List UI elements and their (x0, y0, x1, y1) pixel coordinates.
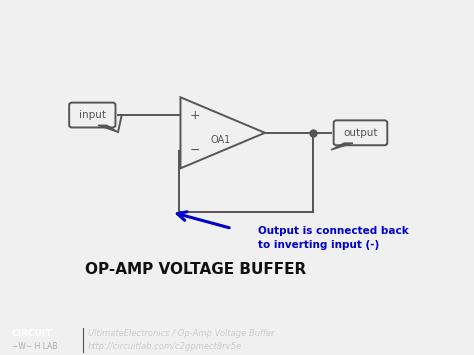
Text: output: output (343, 128, 378, 138)
Polygon shape (331, 143, 353, 150)
Text: Output is connected back
to inverting input (-): Output is connected back to inverting in… (258, 226, 409, 250)
Text: ∼W∼ H LAB: ∼W∼ H LAB (12, 342, 57, 351)
Text: input: input (79, 110, 106, 120)
FancyBboxPatch shape (334, 120, 387, 145)
FancyBboxPatch shape (69, 103, 116, 127)
Text: +: + (190, 109, 201, 121)
Text: UltimateElectronics / Op-Amp Voltage Buffer: UltimateElectronics / Op-Amp Voltage Buf… (88, 329, 274, 338)
Text: OA1: OA1 (211, 135, 231, 144)
Text: http://circuitlab.com/c2gpmect8rv5e: http://circuitlab.com/c2gpmect8rv5e (88, 342, 242, 351)
Text: OP-AMP VOLTAGE BUFFER: OP-AMP VOLTAGE BUFFER (84, 262, 306, 277)
Polygon shape (98, 125, 118, 132)
Text: −: − (190, 144, 201, 157)
Text: CIRCUIT: CIRCUIT (12, 329, 52, 338)
